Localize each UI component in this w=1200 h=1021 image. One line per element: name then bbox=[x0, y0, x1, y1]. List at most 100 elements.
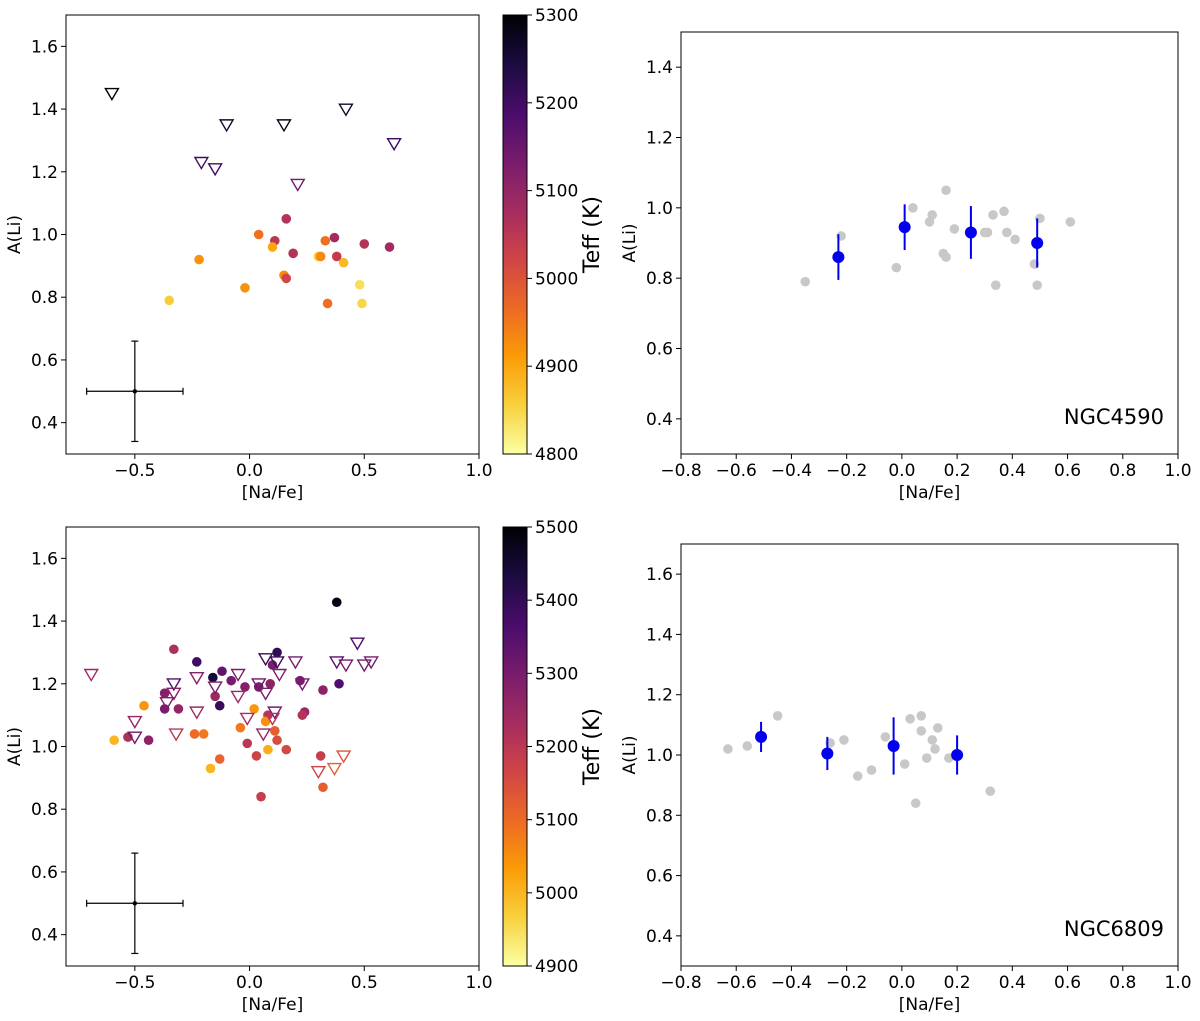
upper-limit-marker bbox=[207, 163, 223, 177]
gray-point bbox=[723, 744, 733, 754]
x-tick-label: 0.2 bbox=[944, 973, 971, 993]
x-tick: −0.5 bbox=[114, 966, 155, 993]
detection-point bbox=[331, 251, 342, 262]
detection-point bbox=[143, 735, 154, 746]
y-tick-label: 1.0 bbox=[646, 746, 673, 766]
detection-point bbox=[189, 729, 200, 739]
x-tick: −0.5 bbox=[114, 454, 155, 481]
y-tick-label: 0.6 bbox=[31, 863, 58, 883]
y-axis-label: A(Li) bbox=[5, 215, 25, 254]
x-tick: 0.2 bbox=[944, 966, 971, 993]
upper-limit-marker bbox=[287, 656, 304, 670]
mean-point bbox=[1031, 237, 1044, 249]
axes-frame bbox=[65, 14, 480, 455]
detection-point bbox=[235, 722, 246, 733]
gray-point bbox=[1002, 227, 1012, 238]
y-tick: 0.4 bbox=[31, 414, 66, 434]
upper-limit-marker bbox=[356, 659, 373, 673]
x-tick-label: 1.0 bbox=[1164, 973, 1191, 993]
gray-point bbox=[800, 276, 811, 287]
gray-point bbox=[899, 759, 910, 769]
y-tick: 1.4 bbox=[646, 625, 681, 645]
y-tick: 1.0 bbox=[646, 199, 681, 219]
detection-point bbox=[265, 678, 276, 689]
y-tick: 0.6 bbox=[31, 351, 66, 371]
x-tick-label: −0.4 bbox=[771, 973, 812, 993]
detection-point bbox=[194, 254, 204, 265]
detection-point bbox=[260, 716, 271, 727]
detection-point bbox=[253, 229, 264, 240]
detection-point bbox=[159, 704, 170, 714]
x-tick: −0.2 bbox=[826, 454, 867, 481]
x-tick: 1.0 bbox=[465, 454, 493, 481]
y-tick-label: 1.6 bbox=[646, 565, 673, 585]
colorbar-tick: 5100 bbox=[527, 182, 578, 202]
upper-limit-marker bbox=[207, 681, 223, 695]
y-tick: 1.6 bbox=[31, 37, 66, 57]
detection-point bbox=[263, 744, 273, 755]
x-tick: 1.0 bbox=[465, 966, 493, 993]
y-tick: 0.4 bbox=[646, 410, 681, 430]
y-tick-label: 1.2 bbox=[31, 163, 58, 183]
gray-point bbox=[1010, 234, 1020, 245]
x-tick: 0.4 bbox=[999, 966, 1026, 993]
detection-point bbox=[242, 738, 253, 749]
detection-point bbox=[208, 672, 218, 683]
y-tick: 1.2 bbox=[646, 686, 681, 706]
x-tick-label: −0.5 bbox=[114, 461, 155, 481]
y-tick: 1.4 bbox=[31, 612, 66, 632]
detection-point bbox=[320, 235, 331, 246]
detection-point bbox=[267, 660, 278, 670]
x-tick-label: −0.5 bbox=[114, 973, 155, 993]
y-tick-label: 1.4 bbox=[31, 100, 58, 120]
x-tick: 0.4 bbox=[999, 454, 1026, 481]
x-tick-label: 0.6 bbox=[1054, 461, 1081, 481]
gray-point bbox=[866, 765, 877, 775]
colorbar-tick-label: 5500 bbox=[535, 518, 578, 538]
y-tick: 1.2 bbox=[31, 675, 66, 695]
x-tick-label: 0.0 bbox=[888, 973, 915, 993]
detection-point bbox=[315, 751, 326, 761]
x-tick-label: 0.8 bbox=[1109, 461, 1136, 481]
x-tick: 0.0 bbox=[888, 966, 915, 993]
upper-limit-marker bbox=[363, 656, 379, 670]
detection-point bbox=[297, 710, 308, 720]
colorbar-tick-label: 5300 bbox=[535, 664, 578, 684]
y-tick-label: 0.4 bbox=[31, 414, 58, 434]
y-tick-label: 1.6 bbox=[31, 37, 58, 57]
detection-point bbox=[214, 700, 225, 711]
y-tick-label: 1.0 bbox=[646, 199, 673, 219]
x-tick-label: 0.0 bbox=[236, 973, 263, 993]
upper-limit-marker bbox=[294, 678, 311, 692]
y-tick-label: 1.4 bbox=[646, 625, 673, 645]
y-tick-label: 1.4 bbox=[646, 58, 673, 78]
gray-point bbox=[988, 210, 998, 220]
gray-point bbox=[880, 732, 891, 742]
detection-point bbox=[249, 704, 259, 714]
y-tick: 0.4 bbox=[31, 926, 66, 946]
y-tick: 0.8 bbox=[31, 288, 66, 308]
upper-limit-marker bbox=[267, 706, 283, 720]
y-axis-label: A(Li) bbox=[5, 727, 25, 766]
y-tick-label: 0.8 bbox=[646, 269, 673, 289]
colorbar-tick-label: 5300 bbox=[535, 6, 578, 26]
gray-point bbox=[891, 262, 902, 273]
y-tick-label: 0.4 bbox=[646, 410, 673, 430]
upper-limit-marker bbox=[338, 103, 354, 117]
y-tick-label: 1.2 bbox=[646, 129, 673, 149]
x-tick-label: −0.2 bbox=[826, 973, 867, 993]
y-tick: 0.4 bbox=[646, 927, 681, 947]
x-tick-label: 0.0 bbox=[888, 461, 915, 481]
colorbar-tick-label: 5200 bbox=[535, 94, 578, 114]
upper-limit-marker bbox=[230, 668, 246, 682]
x-tick: −0.8 bbox=[660, 966, 702, 993]
detection-point bbox=[256, 791, 266, 802]
detection-point bbox=[315, 251, 326, 262]
upper-limit-marker bbox=[326, 762, 343, 777]
x-tick: 1.0 bbox=[1164, 454, 1192, 481]
x-tick: 0.0 bbox=[236, 454, 263, 481]
x-tick: 0.8 bbox=[1109, 454, 1136, 481]
colorbar-label: Teff (K) bbox=[580, 196, 605, 274]
colorbar-tick-label: 5000 bbox=[535, 269, 578, 289]
